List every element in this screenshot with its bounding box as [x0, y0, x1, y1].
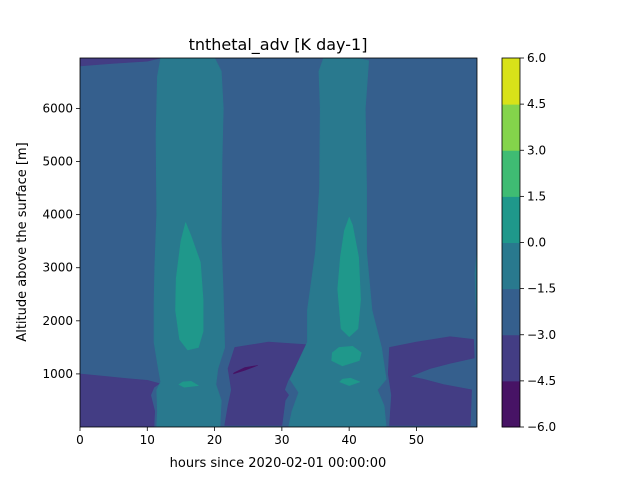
colorbar-tick-label: 6.0 — [527, 51, 546, 65]
x-tick-label: 0 — [76, 433, 84, 447]
x-tick-label: 40 — [342, 433, 357, 447]
colorbar-tick-label: −3.0 — [527, 328, 556, 342]
colorbar-tick-label: −4.5 — [527, 374, 556, 388]
contour-region-edge-right — [474, 251, 477, 327]
colorbar-tick-label: 3.0 — [527, 143, 546, 157]
plot-frame — [79, 57, 478, 428]
contour-region-core-left-lower — [178, 380, 199, 388]
x-tick-label: 50 — [409, 433, 424, 447]
x-tick-label: 30 — [274, 433, 289, 447]
colorbar-segment — [502, 288, 520, 336]
contour-region-plume-right — [288, 58, 387, 427]
y-tick-label: 4000 — [42, 208, 73, 222]
x-tick-label: 20 — [207, 433, 222, 447]
colorbar-segment — [502, 104, 520, 151]
contour-field — [80, 58, 477, 427]
y-tick-label: 2000 — [42, 314, 73, 328]
colorbar-tick-label: 0.0 — [527, 236, 546, 250]
colorbar-segment — [502, 334, 520, 382]
contour-region-core-right-upper — [337, 217, 361, 338]
contour-region-core-left-upper — [175, 222, 204, 351]
chart-title: tnthetal_adv [K day-1] — [189, 35, 368, 55]
colorbar-tick-label: 1.5 — [527, 189, 546, 203]
contour-region-core-right-mid — [331, 345, 362, 367]
contour-region-surface-band-left — [80, 373, 160, 427]
y-axis: 1000 2000 3000 4000 5000 6000 — [42, 101, 80, 381]
colorbar-tick-label: 4.5 — [527, 97, 546, 111]
colorbar-tick-label: −1.5 — [527, 282, 556, 296]
y-tick-label: 6000 — [42, 101, 73, 115]
y-tick-label: 1000 — [42, 367, 73, 381]
colorbar-segment — [502, 196, 520, 243]
y-tick-label: 3000 — [42, 261, 73, 275]
colorbar-tick-label: −6.0 — [527, 420, 556, 434]
y-tick-label: 5000 — [42, 155, 73, 169]
y-axis-label: Altitude above the surface [m] — [15, 142, 30, 341]
colorbar-segment — [502, 380, 520, 428]
x-axis-label: hours since 2020-02-01 00:00:00 — [170, 456, 387, 471]
contour-region-surface-band-right — [387, 336, 475, 426]
colorbar: −6.0 −4.5 −3.0 −1.5 0.0 1.5 3.0 4.5 6.0 — [501, 51, 556, 434]
colorbar-segment — [502, 58, 520, 105]
colorbar-segment — [502, 242, 520, 290]
contour-region-streak — [233, 365, 258, 375]
contour-region-core-right-lower — [339, 377, 361, 386]
x-axis: 0 10 20 30 40 50 — [76, 427, 424, 447]
contour-region-top-strip — [80, 58, 161, 67]
colorbar-segment — [502, 150, 520, 197]
x-tick-label: 10 — [140, 433, 155, 447]
